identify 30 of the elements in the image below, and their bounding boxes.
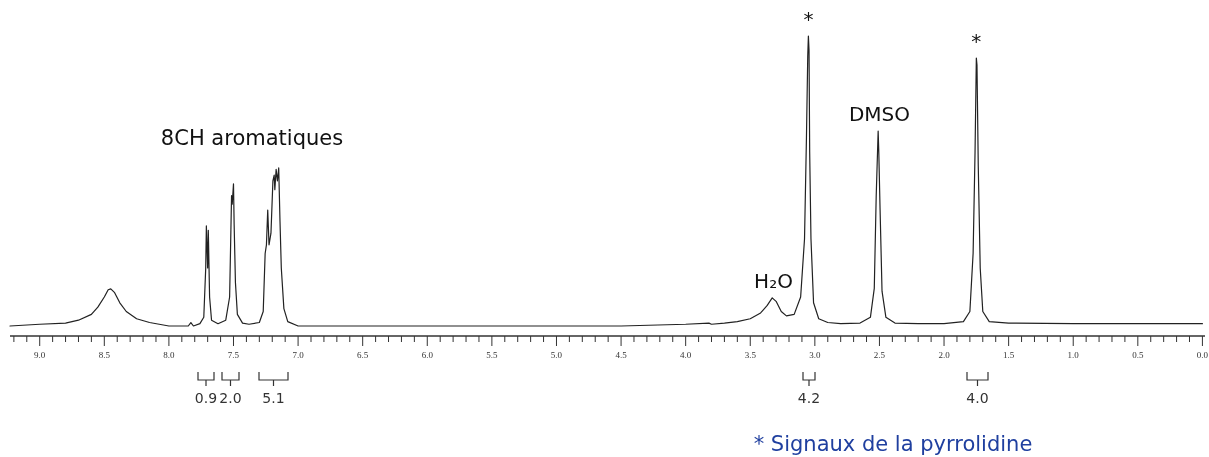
text: * Signaux de la pyrrolidine [753, 432, 1033, 456]
text: 5.1 [262, 390, 285, 406]
x-tick-label: 2.0 [938, 350, 951, 360]
x-tick-label: 1.5 [1003, 350, 1015, 360]
x-tick-label: 3.5 [744, 350, 757, 360]
annotation: * [971, 29, 982, 54]
annotation: H₂O [754, 268, 793, 293]
x-tick-label: 6.0 [421, 350, 434, 360]
x-tick-label: 2.5 [873, 350, 886, 360]
x-tick-label: 3.0 [809, 350, 821, 360]
x-tick-label: 5.0 [550, 350, 563, 360]
x-tick-label: 0.5 [1132, 350, 1144, 360]
x-tick-label: 4.0 [680, 350, 692, 360]
x-tick-label: 0.0 [1196, 350, 1209, 360]
x-tick-label: 8.0 [163, 350, 176, 360]
x-tick-label: 4.5 [615, 350, 628, 360]
text: 2.0 [219, 390, 242, 406]
x-tick-label: 8.5 [98, 350, 111, 360]
annotation: 8CH aromatiques [160, 126, 344, 150]
x-tick-label: 9.0 [34, 350, 46, 360]
x-tick-label: 6.5 [357, 350, 369, 360]
x-tick-label: 5.5 [486, 350, 498, 360]
annotation: * [803, 7, 814, 31]
x-tick-label: 7.5 [227, 350, 240, 360]
annotation: DMSO [848, 102, 910, 127]
x-tick-label: 7.0 [292, 350, 305, 360]
text: 4.2 [797, 390, 821, 406]
text: 4.0 [966, 390, 989, 406]
x-tick-label: 1.0 [1067, 350, 1080, 360]
text: 0.9 [194, 390, 218, 406]
